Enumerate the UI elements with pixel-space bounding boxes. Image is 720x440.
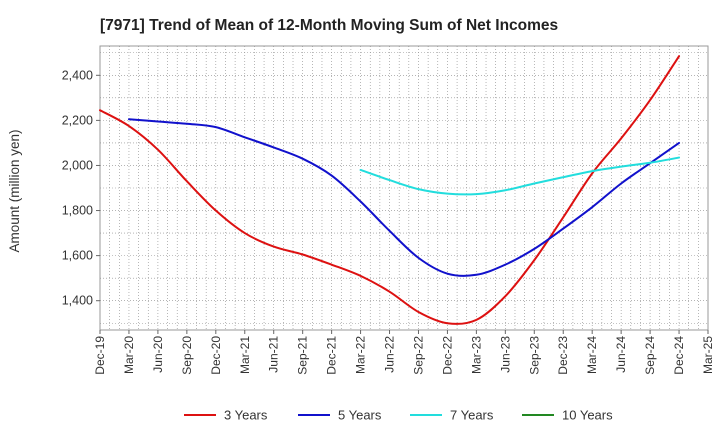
x-axis: Dec-19 Mar-20 Jun-20 Sep-20 Dec-20 Mar-21 Jun-…: [93, 330, 715, 375]
x-tick-label: Mar-21: [238, 336, 252, 374]
x-tick-label: Dec-23: [556, 336, 570, 375]
y-axis-label: Amount (million yen): [7, 129, 22, 252]
x-tick-label: Sep-21: [296, 336, 310, 375]
series-line-1: [99, 55, 681, 325]
x-tick-label: Jun-24: [614, 336, 628, 373]
y-tick-label: 2,200: [62, 113, 93, 127]
x-tick-label: Mar-24: [585, 336, 599, 374]
x-tick-label: Dec-21: [325, 336, 339, 375]
x-tick-label: Jun-21: [267, 336, 281, 373]
x-tick-label: Sep-20: [180, 336, 194, 375]
legend-label: 7 Years: [450, 408, 494, 423]
series-line-3: [359, 156, 681, 196]
y-tick-label: 1,800: [62, 204, 93, 218]
y-tick-label: 2,000: [62, 158, 93, 172]
x-tick-label: Sep-22: [411, 336, 425, 375]
legend-label: 10 Years: [562, 408, 613, 423]
x-tick-label: Dec-20: [209, 336, 223, 375]
x-tick-label: Jun-22: [383, 336, 397, 373]
legend: 3 Years 5 Years 7 Years 10 Years: [184, 408, 613, 423]
x-tick-label: Sep-24: [643, 336, 657, 375]
grid: [100, 46, 708, 330]
y-tick-label: 2,400: [62, 68, 93, 82]
x-tick-label: Mar-20: [122, 336, 136, 374]
series-lines: [99, 55, 681, 325]
legend-label: 3 Years: [224, 408, 268, 423]
x-tick-label: Mar-22: [354, 336, 368, 374]
series-line-2: [127, 118, 681, 277]
y-tick-label: 1,400: [62, 294, 93, 308]
y-tick-label: 1,600: [62, 249, 93, 263]
x-tick-label: Sep-23: [527, 336, 541, 375]
y-axis: 1,400 1,600 1,800 2,000 2,200 2,400: [62, 68, 100, 308]
x-tick-label: Dec-19: [93, 336, 107, 375]
x-tick-label: Dec-24: [672, 336, 686, 375]
x-tick-label: Mar-23: [469, 336, 483, 374]
chart-title: [7971] Trend of Mean of 12-Month Moving …: [100, 17, 558, 34]
legend-label: 5 Years: [338, 408, 382, 423]
x-tick-label: Dec-22: [440, 336, 454, 375]
x-tick-label: Jun-23: [498, 336, 512, 373]
x-tick-label: Mar-25: [701, 336, 715, 374]
x-tick-label: Jun-20: [151, 336, 165, 373]
